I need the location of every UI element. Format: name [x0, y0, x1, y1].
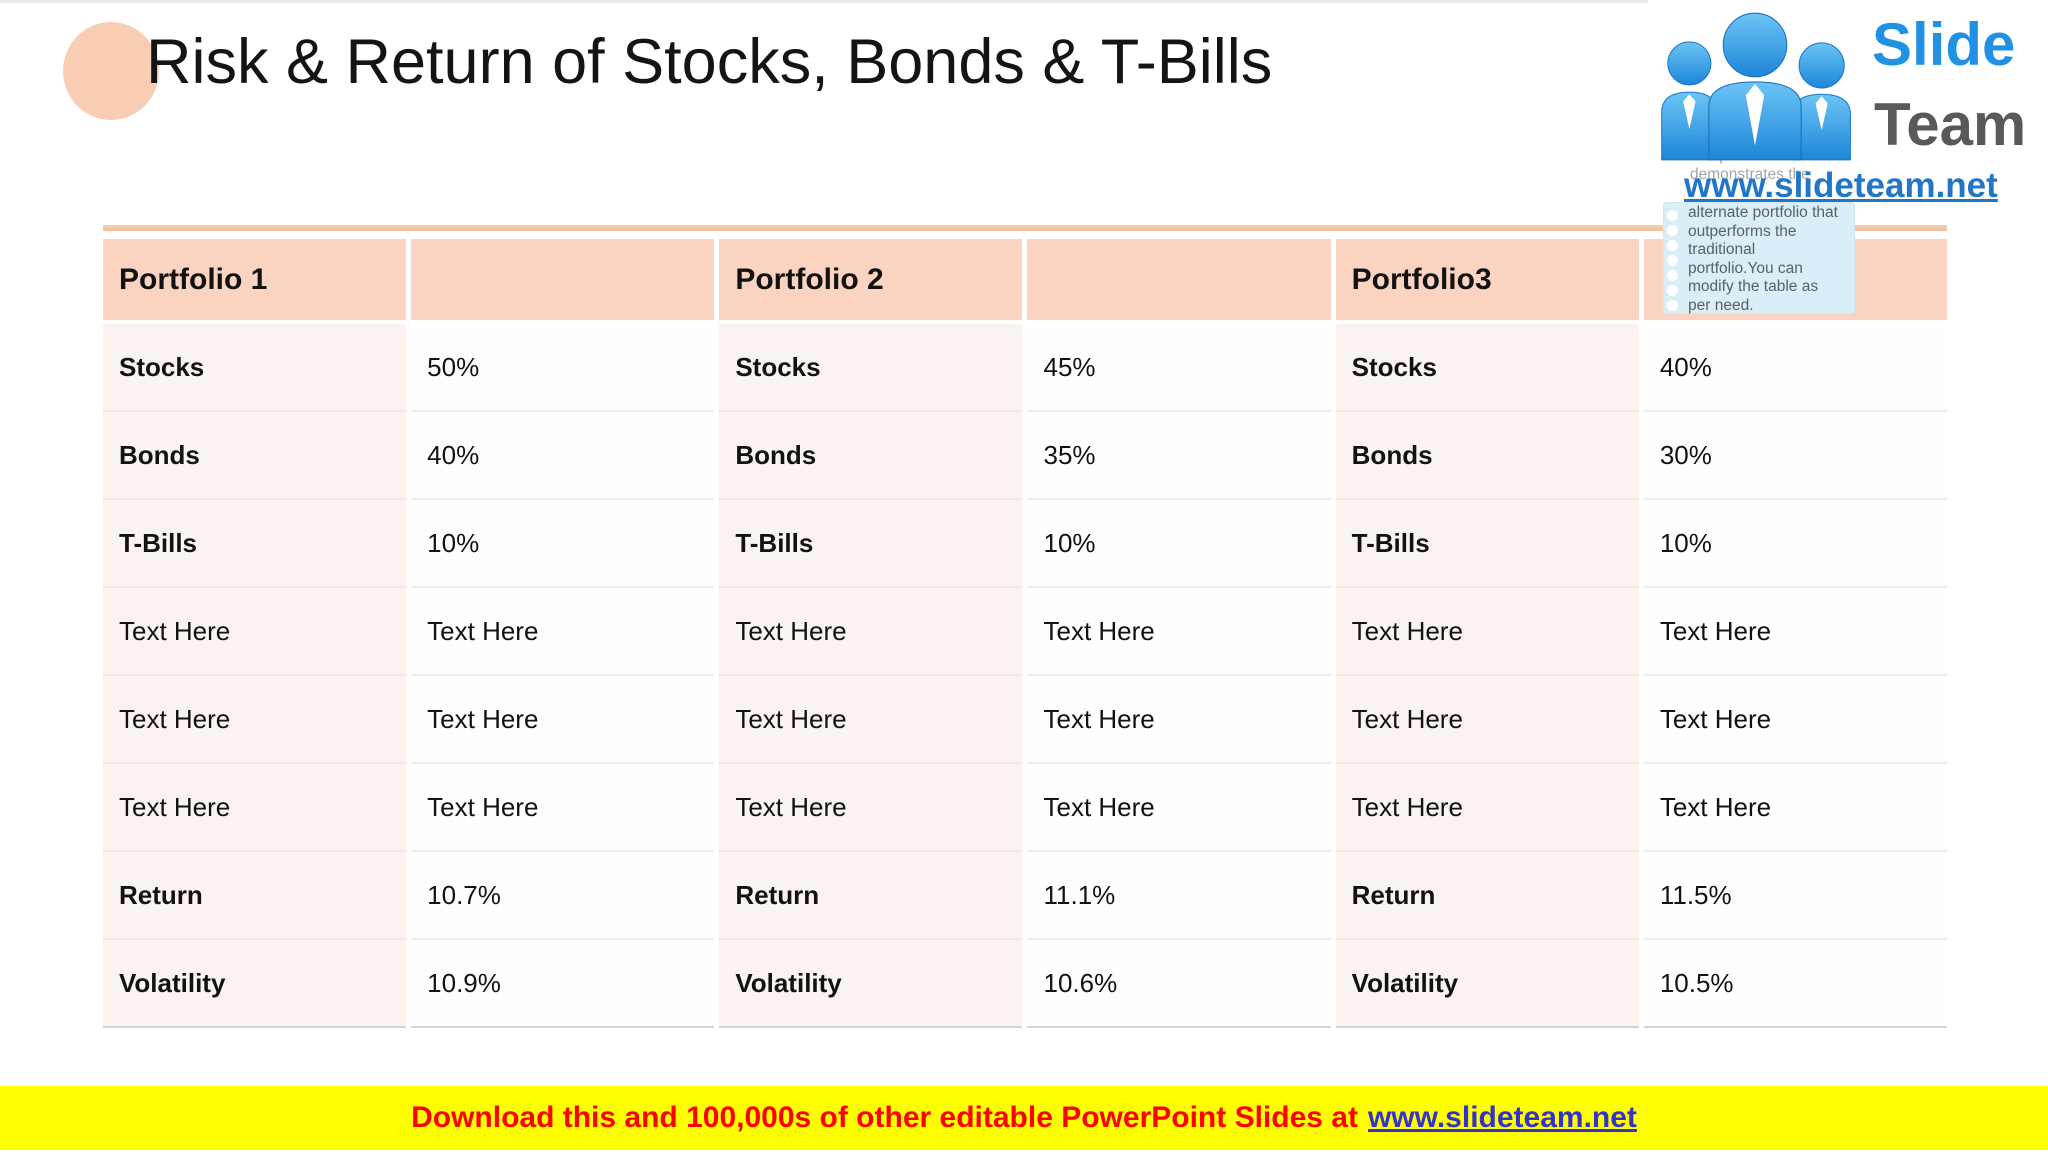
table-cell: Volatility: [719, 940, 1023, 1028]
table-cell: T-Bills: [1335, 500, 1639, 588]
table-cell: Bonds: [103, 412, 407, 500]
title-accent-circle: [63, 22, 159, 120]
table-top-accent-line: [103, 225, 1947, 231]
note-bullet-dots: [1667, 210, 1678, 311]
note-line: portfolio.You can: [1688, 259, 1803, 277]
table-cell: Text Here: [103, 588, 407, 676]
table-cell: 10.6%: [1027, 940, 1331, 1028]
table-cell: Volatility: [103, 940, 407, 1028]
table-cell: 10.9%: [411, 940, 715, 1028]
table-cell: 40%: [411, 412, 715, 500]
table-cell: Text Here: [411, 588, 715, 676]
table-cell: 45%: [1027, 324, 1331, 412]
table-header-portfolio-3: Portfolio3: [1335, 239, 1639, 324]
table-header-portfolio-1: Portfolio 1: [103, 239, 407, 324]
table-cell: 10%: [411, 500, 715, 588]
table-cell: Text Here: [103, 676, 407, 764]
table-cell: Text Here: [719, 588, 1023, 676]
note-line: outperforms the: [1688, 222, 1797, 240]
table-cell: Text Here: [1335, 764, 1639, 852]
table-cell: 30%: [1643, 412, 1947, 500]
table-cell: Return: [1335, 852, 1639, 940]
table-cell: Text Here: [719, 764, 1023, 852]
table-cell: Text Here: [411, 764, 715, 852]
table-cell: Return: [719, 852, 1023, 940]
table-cell: T-Bills: [719, 500, 1023, 588]
table-cell: Text Here: [1643, 764, 1947, 852]
table-cell: Text Here: [1335, 588, 1639, 676]
note-line: traditional: [1688, 241, 1756, 258]
table-cell: Stocks: [1335, 324, 1639, 412]
table-cell: Return: [103, 852, 407, 940]
banner-site-link[interactable]: www.slideteam.net: [1367, 1101, 1637, 1134]
table-cell: Text Here: [719, 676, 1023, 764]
table-cell: Text Here: [411, 676, 715, 764]
table-cell: 10.5%: [1643, 940, 1947, 1028]
table-cell: Text Here: [1027, 588, 1331, 676]
table-cell: Bonds: [719, 412, 1023, 500]
note-line: per need.: [1688, 296, 1754, 314]
note-text: alternate portfolio that outperforms the…: [1688, 204, 1838, 315]
note-line: alternate portfolio that: [1688, 204, 1838, 221]
table-cell: Stocks: [103, 324, 407, 412]
table-cell: Text Here: [1643, 676, 1947, 764]
table-cell: 50%: [411, 324, 715, 412]
table-cell: Volatility: [1335, 940, 1639, 1028]
table-cell: 10%: [1643, 500, 1947, 588]
table-cell: 35%: [1027, 412, 1331, 500]
table-cell: Text Here: [1335, 676, 1639, 764]
portfolio-table: Portfolio 1 Portfolio 2 Portfolio3 Stock…: [103, 239, 1947, 1028]
table-header-blank: [1027, 239, 1331, 324]
table-cell: Text Here: [1027, 764, 1331, 852]
table-cell: 11.1%: [1027, 852, 1331, 940]
table-cell: 40%: [1643, 324, 1947, 412]
logo-site-link[interactable]: www.slideteam.net: [1684, 166, 1998, 205]
page-title: Risk & Return of Stocks, Bonds & T-Bills: [146, 27, 1273, 97]
table-cell: 10%: [1027, 500, 1331, 588]
sticky-note: alternate portfolio that outperforms the…: [1663, 202, 1855, 314]
table-cell: 10.7%: [411, 852, 715, 940]
banner-text: Download this and 100,000s of other edit…: [411, 1101, 1358, 1134]
note-line: modify the table as: [1688, 278, 1819, 295]
table-cell: T-Bills: [103, 500, 407, 588]
table-cell: Text Here: [103, 764, 407, 852]
table-cell: Bonds: [1335, 412, 1639, 500]
top-divider: [0, 0, 2048, 3]
table-header-blank: [411, 239, 715, 324]
table-cell: Stocks: [719, 324, 1023, 412]
table-cell: Text Here: [1027, 676, 1331, 764]
table-header-portfolio-2: Portfolio 2: [719, 239, 1023, 324]
team-people-icon: [1661, 12, 1851, 161]
logo-brand-slide: Slide: [1872, 11, 2016, 78]
note-line: demonstrates the: [1690, 166, 1810, 183]
logo-brand-team: Team: [1874, 91, 2027, 158]
download-banner: Download this and 100,000s of other edit…: [0, 1086, 2048, 1150]
table-cell: Text Here: [1643, 588, 1947, 676]
table-cell: 11.5%: [1643, 852, 1947, 940]
